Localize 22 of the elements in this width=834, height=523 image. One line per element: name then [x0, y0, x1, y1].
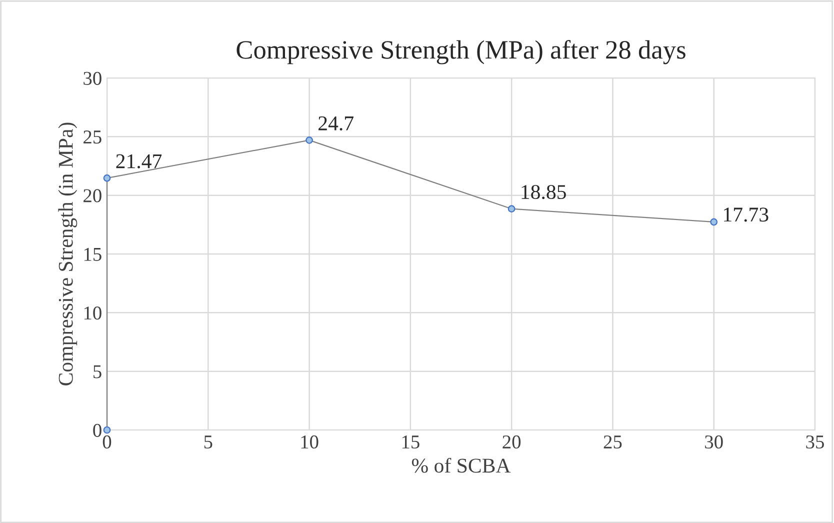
- data-label: 18.85: [522, 184, 566, 200]
- x-tick-label: 20: [502, 435, 521, 449]
- data-label: 21.47: [116, 154, 162, 168]
- x-tick-label: 35: [806, 435, 824, 449]
- x-tick-label: 10: [301, 435, 318, 449]
- y-tick-label: 30: [84, 72, 102, 85]
- y-tick-label: 15: [84, 248, 102, 261]
- x-tick-label: 5: [204, 436, 212, 449]
- y-tick-label: 20: [84, 189, 102, 202]
- x-tick-label: 30: [705, 435, 723, 449]
- y-tick-label: 5: [94, 365, 102, 378]
- chart-title: Compressive Strength (MPa) after 28 days: [236, 40, 686, 64]
- y-tick-label: 25: [84, 130, 102, 144]
- x-axis-title: % of SCBA: [412, 458, 511, 473]
- y-tick-label: 0: [93, 424, 102, 437]
- y-tick-label: 10: [84, 306, 102, 320]
- data-label: 17.73: [724, 208, 768, 222]
- data-label: 24.7: [318, 116, 354, 130]
- x-tick-label: 25: [604, 435, 622, 449]
- x-tick-label: 0: [102, 435, 112, 449]
- y-axis-title: Compressive Strength (in MPa): [58, 122, 78, 386]
- x-tick-label: 15: [402, 436, 420, 449]
